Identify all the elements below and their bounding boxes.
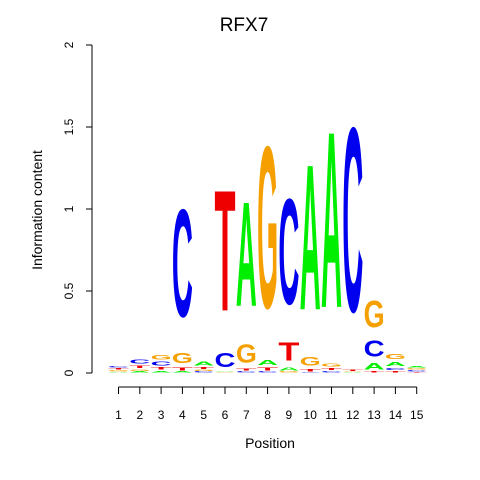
- logo-letter-a: A: [406, 366, 427, 368]
- x-tick-label: 1: [115, 408, 122, 422]
- x-tick-label: 2: [136, 408, 143, 422]
- logo-letter-c: C: [151, 361, 172, 367]
- logo-letter-t: T: [215, 155, 236, 348]
- logo-letter-c: C: [406, 370, 427, 372]
- y-tick-label: 1.5: [62, 118, 76, 135]
- logo-letter-c: C: [108, 366, 129, 368]
- y-axis: 0 0.5 1 1.5 2: [62, 41, 93, 376]
- x-tick-label: 3: [158, 408, 165, 422]
- logo-letter-a: A: [364, 362, 385, 372]
- logo-letter-g: G: [257, 98, 278, 356]
- logo-letter-g: G: [236, 339, 257, 369]
- logo-letter-t: T: [278, 337, 299, 366]
- logo-letter-a: A: [193, 361, 214, 367]
- x-tick-label: 6: [222, 408, 229, 422]
- x-tick-label: 14: [389, 408, 403, 422]
- logo-letter-c: C: [193, 371, 214, 373]
- x-tick-label: 4: [179, 408, 186, 422]
- logo-letter-c: C: [236, 371, 257, 373]
- logo-letter-t: T: [257, 367, 278, 372]
- logo-letter-t: T: [364, 371, 385, 373]
- logo-letter-a: A: [108, 372, 129, 373]
- logo-letter-g: G: [129, 369, 150, 371]
- x-tick-label: 13: [367, 408, 381, 422]
- logo-letter-g: G: [321, 363, 342, 368]
- logo-letter-t: T: [385, 371, 406, 373]
- logo-letter-g: G: [193, 370, 214, 372]
- logo-letter-g: G: [364, 292, 385, 335]
- logo-letter-t: T: [300, 368, 321, 372]
- logo-letter-a: A: [151, 371, 172, 373]
- logo-letter-t: T: [193, 367, 214, 370]
- logo-letter-a: A: [385, 361, 406, 367]
- logo-letter-t: T: [129, 365, 150, 369]
- logo-letter-a: A: [321, 79, 342, 360]
- x-axis-label: Position: [245, 435, 295, 451]
- x-tick-label: 8: [264, 408, 271, 422]
- logo-letter-a: A: [300, 123, 321, 354]
- logo-letter-a: A: [215, 371, 236, 372]
- x-axis: 1 2 3 4 5 6 7 8 9 10 11 12 13 14 15: [115, 386, 424, 422]
- logo-letter-g: G: [172, 350, 193, 367]
- x-tick-label: 9: [286, 408, 293, 422]
- logo-letter-c: C: [172, 179, 193, 350]
- logo-letter-t: T: [151, 367, 172, 371]
- logo-letter-c: C: [257, 371, 278, 373]
- logo-letter-g: G: [151, 354, 172, 361]
- y-tick-label: 1: [62, 205, 76, 212]
- logo-letter-c: C: [300, 372, 321, 373]
- logo-letter-c: C: [342, 72, 363, 367]
- logo-letter-a: A: [257, 359, 278, 367]
- x-tick-label: 11: [325, 408, 338, 422]
- x-tick-label: 15: [410, 408, 424, 422]
- x-tick-label: 7: [243, 408, 250, 422]
- y-tick-label: 0: [62, 369, 76, 376]
- logo-letter-g: G: [385, 353, 406, 361]
- logo-letter-a: A: [236, 171, 257, 338]
- logo-letter-g: G: [108, 370, 129, 372]
- logo-letter-t: T: [342, 369, 363, 371]
- y-tick-label: 0.5: [62, 282, 76, 299]
- x-tick-label: 12: [346, 408, 360, 422]
- x-tick-label: 10: [304, 408, 318, 422]
- logo-letter-a: A: [278, 367, 299, 372]
- logo-letter-c: C: [364, 335, 385, 362]
- y-tick-label: 2: [62, 41, 76, 48]
- logo-letter-t: T: [236, 368, 257, 371]
- logo-letter-t: T: [172, 367, 193, 372]
- logo-letter-t: T: [108, 368, 129, 370]
- logo-letter-g: G: [342, 371, 363, 372]
- logo-letter-g: G: [278, 371, 299, 373]
- logo-letter-g: G: [300, 355, 321, 368]
- logo-letters: AGTCAGTCATCGATGCCGTAGACTCTGACTAGGATCCTGA…: [108, 72, 427, 373]
- y-axis-label: Information content: [29, 150, 45, 270]
- logo-letter-c: C: [278, 169, 299, 337]
- logo-letter-g: G: [406, 368, 427, 370]
- logo-letter-a: A: [129, 371, 150, 373]
- logo-letter-a: A: [342, 372, 363, 373]
- logo-letter-t: T: [321, 367, 342, 370]
- logo-letter-a: A: [172, 371, 193, 373]
- logo-letter-t: T: [406, 372, 427, 373]
- logo-letter-c: C: [321, 371, 342, 373]
- logo-letter-c: C: [385, 367, 406, 370]
- logo-letter-c: C: [129, 358, 150, 364]
- x-tick-label: 5: [200, 408, 207, 422]
- logo-letter-c: C: [215, 349, 236, 372]
- chart-title: RFX7: [220, 15, 269, 36]
- logo-letter-g: G: [215, 372, 236, 373]
